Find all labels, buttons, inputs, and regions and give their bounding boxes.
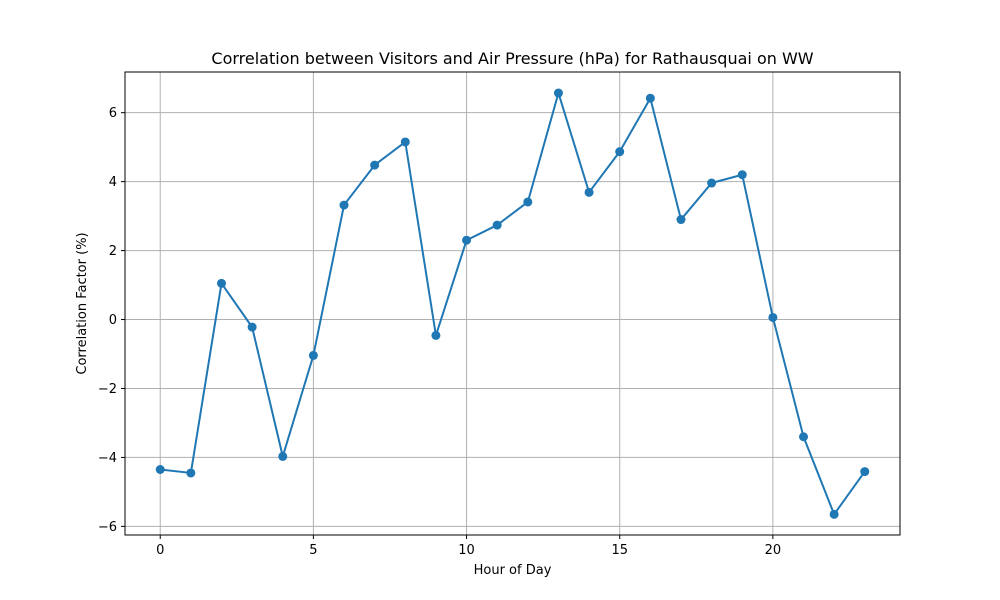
data-point <box>829 509 839 519</box>
chart-title: Correlation between Visitors and Air Pre… <box>211 49 813 68</box>
data-point <box>676 215 686 225</box>
x-tick-label: 20 <box>765 543 782 558</box>
plot-frame <box>124 71 901 536</box>
data-point <box>645 93 655 103</box>
series-layer <box>155 88 870 519</box>
data-point <box>155 464 165 474</box>
data-point <box>707 178 717 188</box>
data-point <box>339 200 349 210</box>
x-tick-label: 10 <box>458 543 475 558</box>
data-point <box>247 322 257 332</box>
data-point <box>553 88 563 98</box>
data-point <box>370 160 380 170</box>
data-point <box>615 147 625 157</box>
data-point <box>308 350 318 360</box>
y-tick-label: 4 <box>109 175 117 190</box>
data-point <box>492 220 502 230</box>
grid-lines <box>125 72 900 535</box>
data-point <box>400 137 410 147</box>
x-tick-label: 5 <box>309 543 317 558</box>
data-point <box>768 312 778 322</box>
y-tick-label: 6 <box>109 106 117 121</box>
data-point <box>431 330 441 340</box>
x-tick-label: 15 <box>611 543 628 558</box>
y-tick-label: −4 <box>98 451 117 466</box>
y-axis-ticks: −6 −4 −2 0 2 4 6 <box>98 106 125 535</box>
y-tick-label: 0 <box>109 313 117 328</box>
data-point <box>186 468 196 478</box>
data-point <box>799 432 809 442</box>
data-point <box>523 197 533 207</box>
data-point <box>737 170 747 180</box>
data-point <box>278 451 288 461</box>
y-tick-label: −2 <box>98 382 117 397</box>
data-point <box>860 467 870 477</box>
x-axis-title: Hour of Day <box>474 563 552 578</box>
data-point <box>216 278 226 288</box>
y-axis-title: Correlation Factor (%) <box>75 232 90 374</box>
x-tick-label: 0 <box>156 543 164 558</box>
series-line <box>160 92 866 516</box>
data-point <box>462 235 472 245</box>
data-point <box>584 187 594 197</box>
x-axis-ticks: 0 5 10 15 20 <box>156 535 781 558</box>
y-tick-label: −6 <box>98 520 117 535</box>
y-tick-label: 2 <box>109 244 117 259</box>
